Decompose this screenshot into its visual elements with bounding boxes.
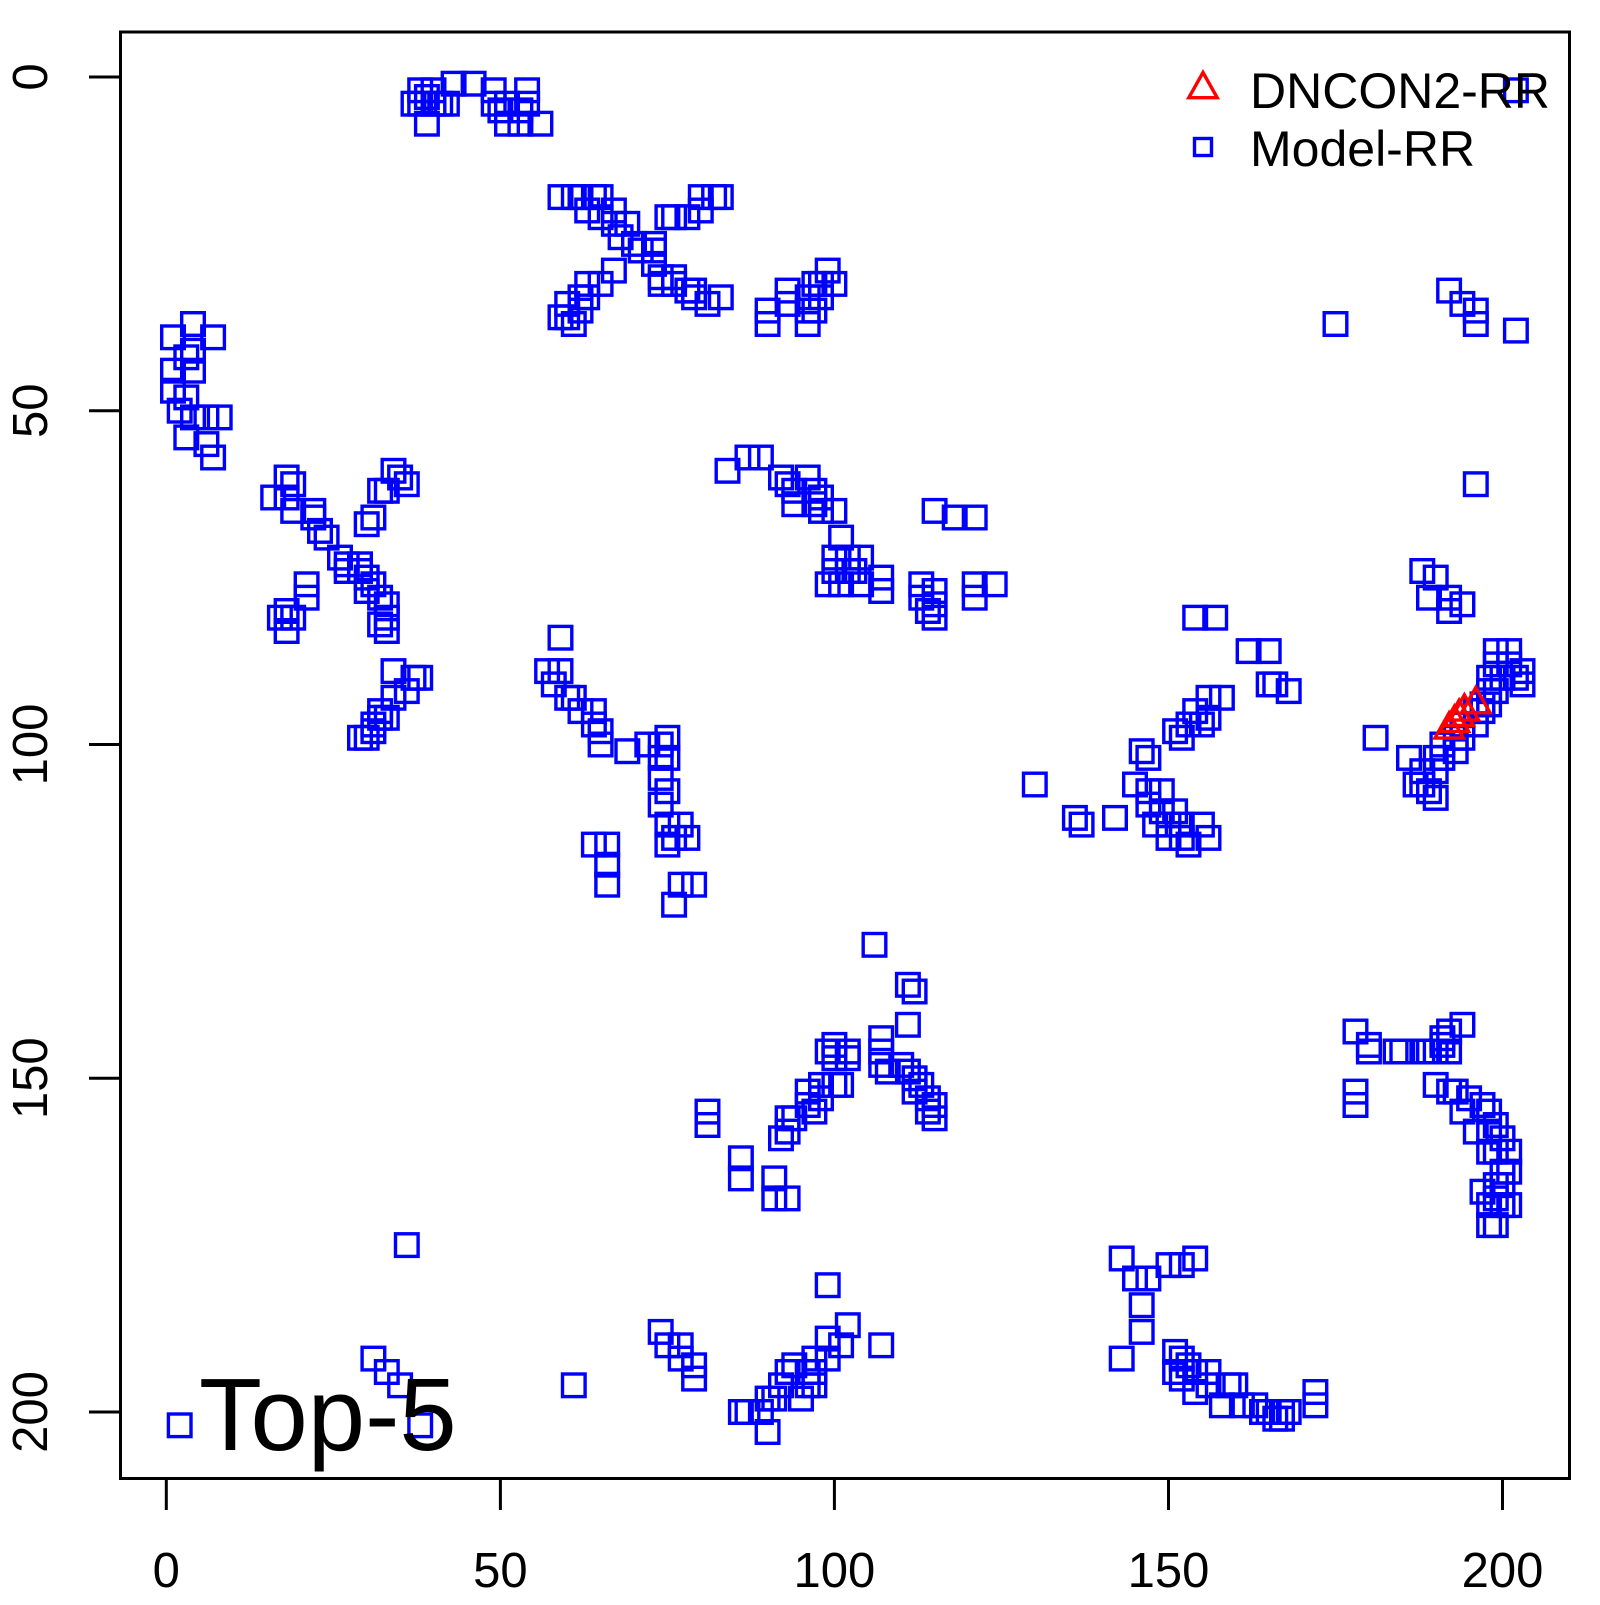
svg-text:150: 150 xyxy=(4,1037,58,1119)
svg-text:0: 0 xyxy=(4,63,58,90)
svg-text:0: 0 xyxy=(153,1544,180,1598)
svg-text:DNCON2-RR: DNCON2-RR xyxy=(1250,63,1550,119)
svg-text:50: 50 xyxy=(473,1544,528,1598)
svg-text:100: 100 xyxy=(4,704,58,786)
svg-text:Model-RR: Model-RR xyxy=(1250,121,1475,177)
svg-text:200: 200 xyxy=(4,1371,58,1453)
svg-text:200: 200 xyxy=(1462,1544,1544,1598)
svg-text:100: 100 xyxy=(794,1544,876,1598)
svg-text:Top-5: Top-5 xyxy=(199,1357,457,1472)
svg-text:50: 50 xyxy=(4,384,58,439)
svg-text:150: 150 xyxy=(1128,1544,1210,1598)
